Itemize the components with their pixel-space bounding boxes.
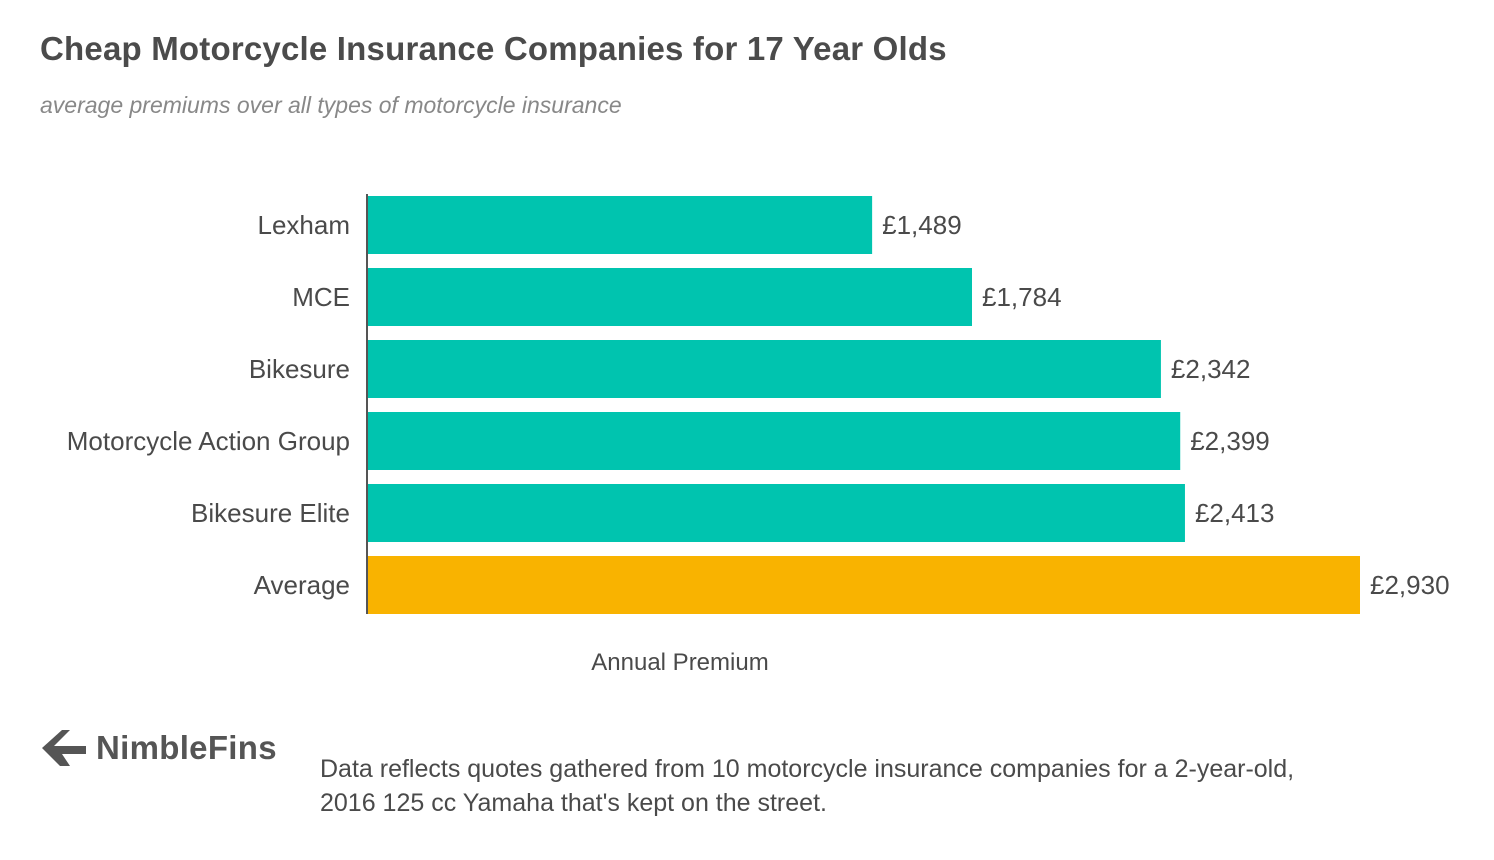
bar-motorcycle-action-group xyxy=(368,412,1181,470)
value-label: £2,413 xyxy=(1195,498,1275,528)
bar-lexham xyxy=(368,196,873,254)
bar-bikesure xyxy=(368,340,1161,398)
value-label: £1,489 xyxy=(882,210,962,240)
category-label: Lexham xyxy=(258,210,351,240)
value-label: £1,784 xyxy=(982,282,1062,312)
category-label: Motorcycle Action Group xyxy=(67,426,350,456)
bars-layer: Lexham £1,489 MCE £1,784 Bikesure £2,342 Motor… xyxy=(67,196,1450,614)
bar-mce xyxy=(368,268,973,326)
value-label: £2,342 xyxy=(1171,354,1251,384)
chart-subtitle: average premiums over all types of motor… xyxy=(40,92,622,118)
bar-chart: Lexham £1,489 MCE £1,784 Bikesure £2,342 Motor… xyxy=(67,194,1450,676)
category-label: Bikesure xyxy=(249,354,350,384)
value-label: £2,930 xyxy=(1370,570,1450,600)
nimblefins-arrow-icon xyxy=(42,730,86,766)
logo-text: NimbleFins xyxy=(96,729,277,766)
x-axis-title: Annual Premium xyxy=(591,649,768,676)
footnote: Data reflects quotes gathered from 10 mo… xyxy=(320,755,1295,817)
category-label: MCE xyxy=(292,282,350,312)
category-label: Average xyxy=(254,570,350,600)
value-label: £2,399 xyxy=(1190,426,1270,456)
nimblefins-logo: NimbleFins xyxy=(40,728,277,768)
bar-bikesure-elite xyxy=(368,484,1185,542)
chart-title: Cheap Motorcycle Insurance Companies for… xyxy=(40,30,947,67)
bar-average xyxy=(368,556,1360,614)
category-label: Bikesure Elite xyxy=(191,498,350,528)
